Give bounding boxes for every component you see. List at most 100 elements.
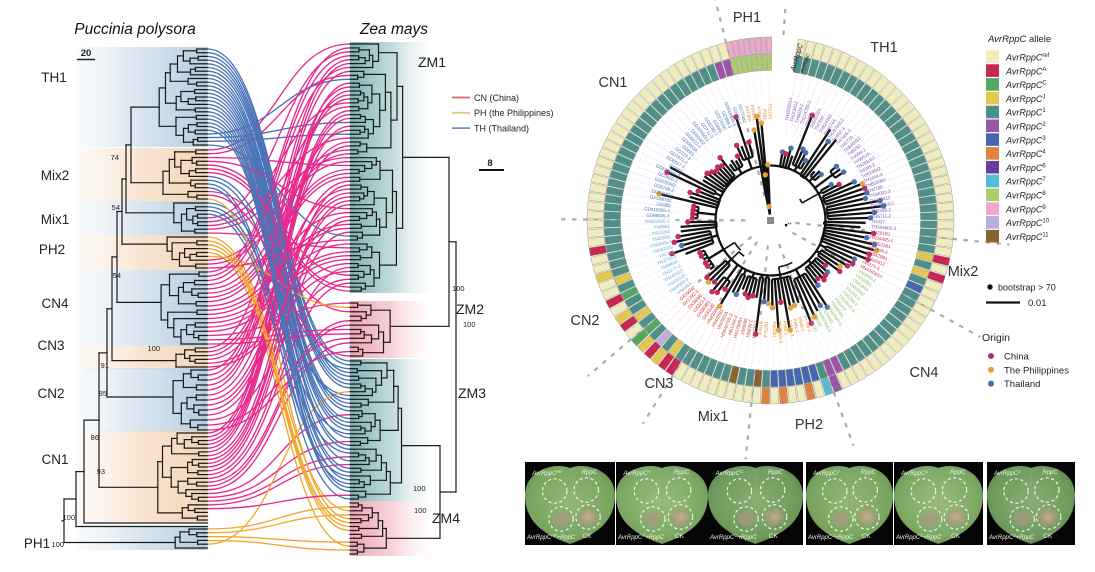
svg-text:CN3: CN3	[37, 338, 64, 353]
svg-text:CN (China): CN (China)	[474, 93, 519, 103]
svg-text:20: 20	[81, 48, 92, 59]
svg-text:AvrRppC10: AvrRppC10	[1005, 218, 1050, 228]
svg-text:HN7996-2: HN7996-2	[867, 244, 889, 255]
svg-text:TH6356-2: TH6356-2	[871, 207, 892, 214]
svg-text:YN52605-3: YN52605-3	[649, 239, 673, 249]
svg-text:The Philippines: The Philippines	[1004, 365, 1069, 376]
svg-text:CK: CK	[862, 533, 872, 540]
svg-text:AvrRppC2: AvrRppC2	[993, 469, 1021, 477]
svg-text:HN34405-3: HN34405-3	[870, 234, 894, 243]
svg-text:100: 100	[452, 284, 465, 293]
svg-text:RppC: RppC	[674, 470, 690, 476]
svg-text:Mix1: Mix1	[698, 409, 729, 425]
svg-text:AvrRppC4: AvrRppC4	[1005, 149, 1046, 159]
svg-text:GD980: GD980	[656, 201, 671, 208]
svg-text:P539005-3: P539005-3	[777, 321, 784, 344]
svg-text:Origin: Origin	[982, 332, 1010, 344]
svg-text:Mix1: Mix1	[41, 212, 70, 227]
svg-text:TH6935d12: TH6935d12	[870, 201, 894, 209]
svg-text:TH2788: TH2788	[866, 184, 883, 193]
svg-text:P588-2: P588-2	[782, 320, 789, 336]
svg-text:CN1: CN1	[598, 75, 627, 91]
svg-text:RppC: RppC	[582, 470, 598, 476]
svg-text:Zea mays: Zea mays	[359, 21, 428, 38]
svg-text:AvrRppC1: AvrRppC1	[900, 469, 928, 477]
svg-text:AvrRppCJ+RppC: AvrRppCJ+RppC	[807, 533, 854, 541]
svg-text:ZM2: ZM2	[456, 301, 484, 317]
svg-text:Mix2: Mix2	[948, 264, 979, 280]
svg-text:Puccinia polysora: Puccinia polysora	[74, 21, 196, 38]
svg-text:93: 93	[97, 467, 105, 476]
svg-text:HN1356-3: HN1356-3	[727, 314, 739, 335]
svg-text:CK: CK	[1043, 533, 1053, 540]
svg-text:P205: P205	[762, 109, 768, 120]
svg-text:CN4: CN4	[909, 365, 938, 381]
svg-text:GD418305-3: GD418305-3	[644, 206, 671, 213]
svg-text:ZM4: ZM4	[432, 510, 460, 526]
svg-text:91: 91	[101, 361, 109, 370]
svg-text:TH (Thailand): TH (Thailand)	[474, 123, 529, 133]
svg-text:AvrRppCJ: AvrRppCJ	[1005, 94, 1045, 104]
svg-text:CN2: CN2	[37, 386, 64, 401]
svg-text:CK: CK	[951, 533, 961, 540]
svg-text:PH1: PH1	[733, 10, 761, 26]
svg-text:CN3: CN3	[644, 376, 673, 392]
svg-text:100: 100	[413, 484, 426, 493]
svg-text:YN711A: YN711A	[658, 249, 675, 259]
svg-text:100: 100	[51, 540, 64, 549]
svg-text:bootstrap > 70: bootstrap > 70	[998, 283, 1056, 293]
svg-text:AvrRppC2: AvrRppC2	[1005, 122, 1046, 132]
svg-text:100: 100	[414, 506, 427, 515]
svg-text:RppC: RppC	[1042, 470, 1058, 476]
svg-text:PH2: PH2	[795, 417, 823, 433]
svg-text:■**: ■**	[785, 223, 792, 229]
svg-text:AvrRppCJ: AvrRppCJ	[812, 469, 840, 477]
svg-text:AvrRppC allele: AvrRppC allele	[987, 34, 1051, 45]
svg-text:AvrRppC1+RppC: AvrRppC1+RppC	[895, 533, 942, 541]
svg-text:0.01: 0.01	[1028, 298, 1047, 309]
svg-text:P111B1: P111B1	[768, 104, 773, 120]
svg-text:AvrRppCref: AvrRppCref	[1005, 53, 1050, 63]
svg-text:PH (the Philippines): PH (the Philippines)	[474, 108, 554, 118]
svg-text:HN229-3: HN229-3	[751, 320, 758, 339]
svg-text:AvrRppC8: AvrRppC8	[1005, 191, 1046, 201]
svg-text:AvrRppC6: AvrRppC6	[1005, 163, 1046, 173]
svg-text:AvrRppCA+RppC: AvrRppCA+RppC	[617, 533, 665, 541]
svg-text:TH0629-2: TH0629-2	[794, 102, 804, 123]
svg-text:54: 54	[113, 271, 121, 280]
svg-text:YN3090: YN3090	[812, 311, 824, 328]
svg-text:GD1887d2: GD1887d2	[650, 194, 673, 203]
svg-text:Thailand: Thailand	[1004, 379, 1040, 390]
svg-text:GD773d2: GD773d2	[737, 104, 747, 124]
svg-text:AvrRppC2+RppC: AvrRppC2+RppC	[988, 533, 1035, 541]
svg-text:8: 8	[487, 158, 492, 169]
svg-text:China: China	[1004, 352, 1030, 363]
svg-text:GD447-2: GD447-2	[732, 106, 743, 125]
svg-text:YN0961: YN0961	[653, 224, 670, 230]
svg-text:RppC: RppC	[950, 470, 966, 476]
svg-text:CN2: CN2	[570, 313, 599, 329]
svg-text:GD66505-3: GD66505-3	[646, 213, 670, 219]
svg-text:AvrRppC9: AvrRppC9	[1005, 204, 1046, 214]
svg-text:AvrRppC11: AvrRppC11	[1005, 232, 1049, 242]
svg-text:HN829-2: HN829-2	[745, 319, 753, 338]
svg-text:GD0746-2: GD0746-2	[653, 182, 675, 193]
svg-text:P1798-2: P1798-2	[802, 315, 812, 333]
svg-text:CK: CK	[583, 533, 593, 540]
svg-text:ZM3: ZM3	[458, 385, 486, 401]
svg-text:100: 100	[147, 344, 160, 353]
svg-text:YN122d2: YN122d2	[651, 229, 671, 236]
svg-text:TH1: TH1	[870, 40, 897, 56]
svg-text:YN210d2: YN210d2	[807, 313, 819, 333]
svg-text:TH453: TH453	[804, 112, 814, 127]
svg-text:P491A: P491A	[758, 321, 764, 335]
svg-text:P926B1: P926B1	[750, 104, 758, 121]
svg-text:100: 100	[463, 320, 476, 329]
svg-text:CN1: CN1	[41, 452, 68, 467]
svg-text:GD830d12: GD830d12	[651, 188, 674, 198]
svg-text:TH504805-3: TH504805-3	[871, 224, 897, 231]
svg-text:AvrRppC1: AvrRppC1	[1005, 108, 1046, 118]
svg-text:TH34005-3: TH34005-3	[868, 188, 892, 198]
svg-text:TH437: TH437	[871, 219, 885, 224]
svg-text:AvrRppCC: AvrRppCC	[1005, 80, 1047, 90]
